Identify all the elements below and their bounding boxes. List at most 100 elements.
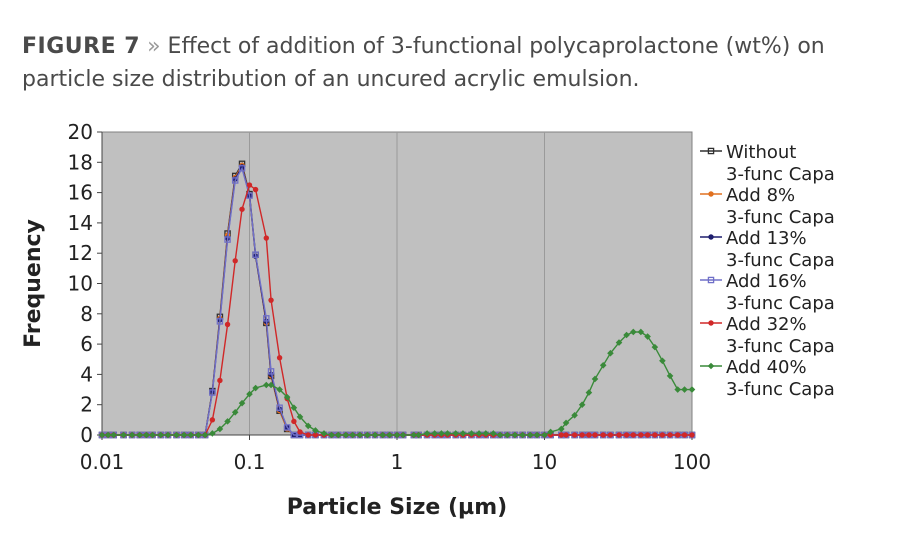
series-4-point bbox=[231, 177, 239, 184]
series-6-point bbox=[290, 404, 298, 412]
series-6-point bbox=[328, 431, 335, 439]
legend-label: 3-func Capa bbox=[726, 250, 835, 271]
legend-label: 3-func Capa bbox=[726, 207, 835, 228]
series-5-point bbox=[616, 432, 622, 438]
series-6-point bbox=[410, 431, 418, 439]
series-6-point bbox=[607, 349, 614, 357]
y-tick-label: 16 bbox=[68, 181, 93, 205]
series-5-point bbox=[558, 432, 565, 438]
series-6-point bbox=[459, 430, 467, 437]
y-tick-label: 10 bbox=[68, 272, 93, 296]
series-5-point bbox=[239, 206, 245, 212]
series-6-point bbox=[98, 431, 106, 439]
series-5-point bbox=[268, 297, 274, 303]
series-4-point bbox=[263, 315, 270, 322]
series-6-point bbox=[519, 431, 526, 439]
series-6-point bbox=[452, 430, 459, 437]
y-tick-label: 2 bbox=[80, 393, 93, 417]
legend-marker bbox=[707, 147, 715, 155]
series-5-point bbox=[217, 377, 223, 384]
series-5-point bbox=[263, 235, 270, 241]
series-4-point bbox=[216, 318, 224, 325]
series-6-point bbox=[504, 431, 511, 439]
legend-label: Add 8% bbox=[726, 185, 795, 206]
series-6-point bbox=[149, 431, 156, 439]
series-6-point bbox=[599, 362, 607, 369]
series-6-point bbox=[393, 431, 401, 439]
series-6-point bbox=[379, 431, 387, 439]
series-6-point bbox=[688, 386, 696, 393]
series-5-point bbox=[681, 432, 688, 438]
series-6-point bbox=[496, 431, 504, 439]
series-6-point bbox=[157, 431, 164, 439]
x-tick-label: 100 bbox=[673, 450, 711, 474]
series-6-point bbox=[415, 431, 422, 439]
series-4-point bbox=[276, 404, 283, 411]
series-6-point bbox=[238, 399, 246, 407]
legend-label: Without bbox=[726, 142, 796, 163]
series-5-point bbox=[689, 432, 695, 438]
series-5-point bbox=[638, 432, 644, 438]
x-tick-label: 0.1 bbox=[234, 450, 266, 474]
series-6-point bbox=[490, 430, 497, 437]
series-6-point bbox=[585, 389, 593, 396]
series-5-point bbox=[224, 321, 231, 328]
series-5-point bbox=[297, 429, 303, 435]
series-6-point bbox=[547, 428, 554, 436]
series-5-point bbox=[667, 432, 673, 438]
series-5-point bbox=[579, 432, 585, 438]
legend-label: Add 13% bbox=[726, 228, 807, 249]
series-5-point bbox=[675, 432, 681, 438]
series-6-point bbox=[571, 412, 578, 419]
series-4-point bbox=[290, 431, 298, 439]
series-4-point bbox=[267, 368, 275, 375]
series-6-point bbox=[143, 431, 150, 439]
series-6-point bbox=[335, 431, 342, 439]
series-6-point bbox=[475, 430, 483, 437]
series-5-point bbox=[592, 432, 598, 438]
series-6-point bbox=[209, 430, 216, 437]
legend-label: 3-func Capa bbox=[726, 379, 835, 400]
y-axis-title: Frequency bbox=[21, 219, 46, 348]
series-6-point bbox=[283, 393, 291, 401]
series-6-point bbox=[104, 431, 112, 439]
series-5-point bbox=[600, 432, 606, 438]
series-6-point bbox=[423, 430, 431, 437]
series-6-point bbox=[187, 431, 195, 439]
series-5-point bbox=[276, 355, 283, 361]
series-6-point bbox=[637, 328, 645, 336]
series-6-point bbox=[659, 357, 666, 365]
series-5-point bbox=[563, 432, 569, 438]
series-5-point bbox=[644, 432, 651, 438]
series-6-point bbox=[438, 430, 445, 437]
series-6-point bbox=[562, 419, 570, 427]
series-6-point bbox=[276, 386, 283, 393]
series-6-point bbox=[615, 339, 623, 346]
series-5-point bbox=[291, 418, 297, 425]
legend-label: Add 32% bbox=[726, 314, 807, 335]
series-6-point bbox=[252, 384, 259, 392]
legend-label: Add 16% bbox=[726, 271, 807, 292]
series-6-point bbox=[468, 430, 475, 437]
series-6-point bbox=[296, 413, 304, 421]
series-5-point bbox=[586, 432, 592, 438]
legend-marker bbox=[708, 191, 714, 197]
figure-caption: FIGURE 7 » Effect of addition of 3-funct… bbox=[22, 30, 892, 96]
series-6-point bbox=[666, 372, 674, 380]
series-5-point bbox=[652, 432, 658, 438]
legend-label: Add 40% bbox=[726, 357, 807, 378]
y-tick-label: 8 bbox=[80, 302, 93, 326]
series-6-point bbox=[364, 431, 371, 439]
series-5-point bbox=[630, 432, 637, 438]
series-5-point bbox=[305, 432, 311, 438]
series-6-point bbox=[371, 431, 379, 439]
series-5-point bbox=[659, 432, 666, 438]
series-6-point bbox=[349, 431, 356, 439]
series-5-point bbox=[252, 186, 259, 193]
x-tick-label: 1 bbox=[391, 450, 404, 474]
legend-label: 3-func Capa bbox=[726, 293, 835, 314]
figure-label: FIGURE 7 bbox=[22, 34, 141, 59]
y-tick-label: 12 bbox=[68, 241, 93, 265]
series-6-point bbox=[312, 427, 319, 434]
